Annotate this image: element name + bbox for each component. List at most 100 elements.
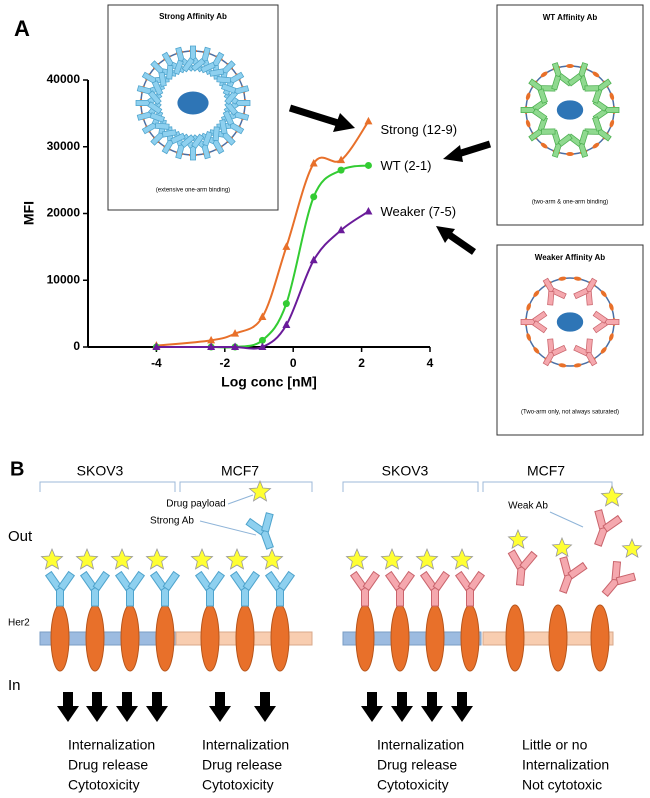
her2-receptor: [270, 604, 290, 672]
antibody: [551, 129, 573, 158]
marker: [231, 329, 240, 337]
antibody-arm: [454, 570, 473, 592]
antibody: [573, 277, 598, 306]
outcome-text: Internalization: [202, 737, 289, 753]
antibody-arm: [166, 64, 174, 80]
antibody: [592, 310, 620, 334]
inset-title: WT Affinity Ab: [543, 13, 598, 22]
marker: [337, 166, 345, 174]
antibody-arm: [224, 90, 239, 106]
y-tick-label: 40000: [47, 72, 81, 86]
antibody-stem: [135, 100, 150, 106]
receptor: [533, 290, 540, 298]
antibody-stem: [431, 587, 439, 607]
antibody-arm: [551, 344, 567, 357]
internalization-arrow: [361, 692, 383, 722]
antibody-arm: [541, 128, 556, 135]
drug-payload: [415, 547, 439, 570]
marker: [337, 225, 346, 234]
antibody-stem: [236, 100, 251, 106]
drug-payload: [380, 547, 404, 570]
antibody-stem: [190, 45, 196, 60]
antibody: [194, 570, 226, 607]
antibody: [520, 310, 548, 334]
antibody-stem: [396, 587, 404, 607]
internalization-arrow: [116, 692, 138, 722]
inset-title: Strong Affinity Ab: [159, 12, 227, 21]
antibody-arm: [592, 88, 603, 104]
antibody-arm: [220, 83, 237, 94]
marker: [364, 161, 372, 169]
receptor: [533, 346, 540, 354]
antibody: [528, 78, 556, 104]
brackets: [39, 481, 613, 492]
y-tick-label: 10000: [47, 272, 81, 286]
her2-receptor: [425, 604, 445, 672]
internalization-arrow: [57, 692, 79, 722]
panel-label: A: [14, 16, 30, 41]
series-line: [156, 210, 370, 350]
antibody-arm: [547, 290, 555, 306]
antibody-arm: [551, 287, 567, 300]
internalization-arrow: [146, 692, 168, 722]
antibody-arm: [592, 310, 608, 324]
receptor: [526, 333, 531, 341]
antibody-arm: [194, 570, 213, 592]
antibody: [507, 549, 538, 586]
cell-line: MCF7: [527, 463, 565, 479]
antibody-arm: [532, 320, 548, 334]
antibody-arm: [207, 570, 226, 592]
antibody-arm: [202, 130, 213, 147]
receptor: [566, 152, 574, 156]
antibody-arm: [222, 110, 235, 126]
receptor: [573, 276, 582, 281]
drug-payload: [110, 547, 134, 570]
antibody: [384, 570, 416, 607]
series-label: Weaker (7-5): [380, 204, 456, 219]
receptor: [600, 290, 607, 298]
antibody-stem: [466, 587, 474, 607]
marker: [207, 342, 216, 350]
her2-receptor: [235, 604, 255, 672]
antibody-arm: [245, 517, 266, 536]
internalization-arrow: [421, 692, 443, 722]
antibody-arm: [362, 570, 381, 592]
antibody-arm: [467, 570, 486, 592]
drug-payload: [345, 547, 369, 570]
drug-payload: [190, 547, 214, 570]
antibody-arm: [419, 570, 438, 592]
antibody: [542, 338, 567, 367]
antibody-arm: [537, 88, 548, 104]
antibody: [229, 570, 261, 607]
receptor: [526, 303, 531, 311]
antibody-arm: [585, 290, 593, 306]
antibody-arm: [602, 514, 623, 533]
nucleus: [177, 91, 209, 115]
antibody-arm: [615, 572, 637, 586]
her2-receptor: [355, 604, 375, 672]
antibody: [136, 100, 166, 123]
side-label: Out: [8, 528, 33, 545]
antibody-arm: [200, 61, 216, 74]
marker: [364, 116, 373, 125]
antibody-arm: [349, 570, 368, 592]
outcome-text: Cytotoxicity: [377, 777, 449, 793]
y-tick-label: 30000: [47, 139, 81, 153]
antibody-arm: [147, 101, 163, 115]
antibody-arm: [557, 133, 573, 147]
her2-receptor: [548, 604, 568, 672]
arrows: [288, 104, 492, 255]
marker: [309, 158, 318, 167]
receptor: [609, 119, 615, 128]
antibody-arm: [151, 80, 164, 96]
antibody-arm: [173, 59, 184, 76]
marker: [207, 335, 216, 344]
her2-receptor: [200, 604, 220, 672]
receptor: [609, 333, 614, 341]
side-label: Her2: [8, 618, 30, 629]
antibody: [584, 116, 612, 142]
antibody-stem: [515, 566, 526, 586]
receptor: [609, 92, 615, 101]
antibody-arm: [44, 570, 63, 592]
antibody-arm: [181, 57, 195, 73]
